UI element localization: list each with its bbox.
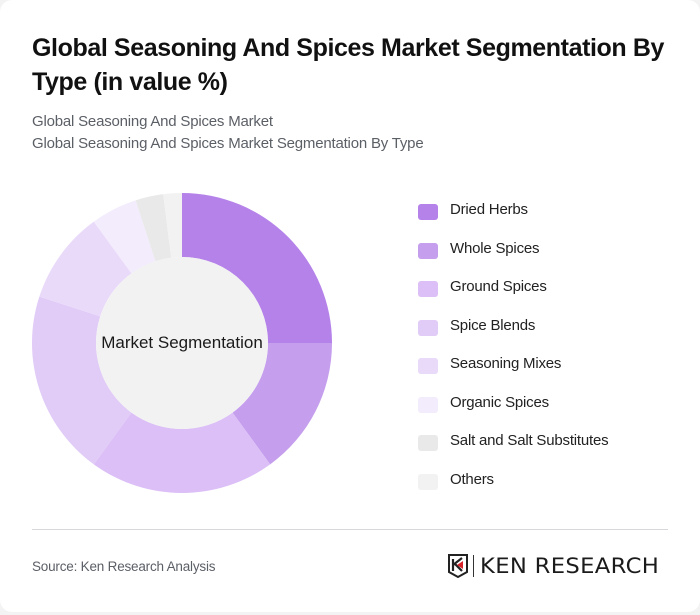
legend-swatch xyxy=(418,358,438,374)
legend-label: Spice Blends xyxy=(450,316,536,334)
ken-research-logo: KEN RESEARCH xyxy=(447,553,659,579)
donut-slice-organic-spices xyxy=(93,200,156,274)
donut-slice-spice-blends xyxy=(31,296,132,465)
legend-label: Dried Herbs xyxy=(450,201,528,218)
donut-slice-whole-spices xyxy=(232,343,332,465)
legend-label: Seasoning Mixes xyxy=(450,355,562,372)
footer-divider xyxy=(32,529,668,530)
chart-title: Global Seasoning And Spices Market Segme… xyxy=(32,34,664,96)
source-note: Source: Ken Research Analysis xyxy=(32,559,216,574)
legend-swatch xyxy=(418,281,438,297)
legend-swatch xyxy=(418,473,438,490)
donut-slice-ground-spices xyxy=(93,412,271,493)
legend-item-spice-blends: Spice Blends xyxy=(418,315,608,354)
donut-hole xyxy=(96,257,268,429)
subtitle-market: Global Seasoning And Spices Market xyxy=(32,113,273,130)
legend-item-seasoning-mixes: Seasoning Mixes xyxy=(418,353,608,392)
donut-chart xyxy=(31,193,332,493)
legend-item-others: Others xyxy=(418,469,608,508)
logo-text: KEN RESEARCH xyxy=(480,554,660,578)
legend-swatch xyxy=(418,242,438,259)
legend-item-dried-herbs: Dried Herbs xyxy=(418,199,608,238)
legend-item-salt-and-salt-substitutes: Salt and Salt Substitutes xyxy=(418,430,609,469)
legend-label: Whole Spices xyxy=(450,239,540,257)
legend-swatch xyxy=(418,396,438,413)
chart-legend: Dried Herbs Whole Spices Ground Spices Spic… xyxy=(418,199,609,508)
legend-label: Ground Spices xyxy=(450,278,547,295)
legend-label: Others xyxy=(450,470,494,488)
logo-separator xyxy=(473,555,474,577)
legend-swatch xyxy=(418,204,438,220)
donut-slice-others xyxy=(163,193,182,258)
legend-label: Organic Spices xyxy=(450,393,549,411)
subtitle-segmentation: Global Seasoning And Spices Market Segme… xyxy=(32,135,424,152)
legend-item-organic-spices: Organic Spices xyxy=(418,392,608,431)
donut-slice-salt-and-salt-substitutes xyxy=(135,194,172,262)
ken-research-shield-icon xyxy=(448,554,468,579)
legend-item-whole-spices: Whole Spices xyxy=(418,238,608,277)
donut-slice-seasoning-mixes xyxy=(39,221,132,317)
legend-swatch xyxy=(418,319,438,336)
legend-label: Salt and Salt Substitutes xyxy=(450,432,609,449)
legend-item-ground-spices: Ground Spices xyxy=(418,276,608,315)
legend-swatch xyxy=(418,435,438,451)
donut-slice-dried-herbs xyxy=(182,193,332,343)
